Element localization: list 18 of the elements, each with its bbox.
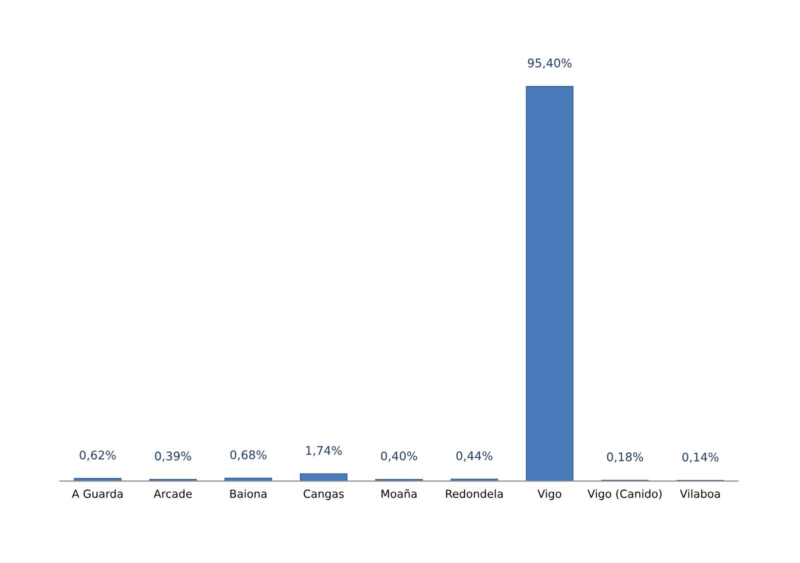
x-tick-label: Vilaboa [680,489,720,498]
x-tick-label: Arcade [154,489,192,498]
data-label: 0,39% [155,452,192,462]
data-label: 1,74% [306,446,342,456]
x-tick-label: A Guarda [72,489,123,498]
data-label: 0,14% [682,452,718,463]
data-label: 0,40% [381,451,418,462]
x-tick-label: Baiona [230,489,266,498]
data-label: 0,68% [230,450,266,460]
data-label: 95,40% [528,58,572,69]
x-tick-label: Moaña [382,489,417,498]
x-tick-label: Redondela [446,489,503,498]
x-tick-label: Cangas [304,490,344,500]
data-label: 0,18% [607,452,644,463]
data-label: 0,44% [456,451,492,462]
data-label: 0,62% [80,450,116,461]
x-tick-label: Vigo (Canido) [588,489,662,500]
x-tick-label: Vigo [538,489,562,500]
